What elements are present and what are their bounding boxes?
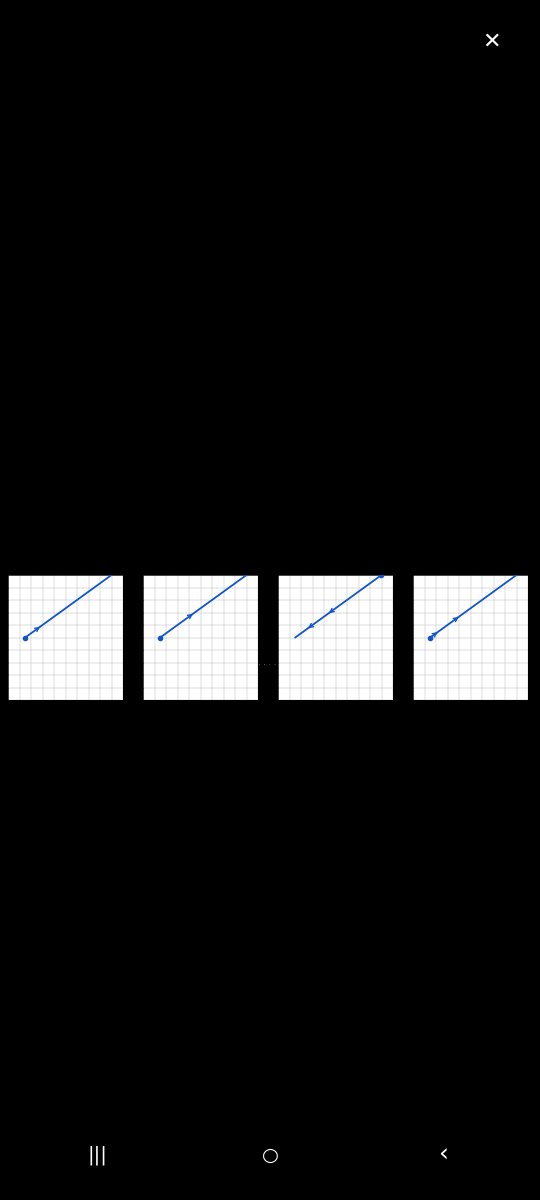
Text: |||: ||| xyxy=(87,1145,107,1165)
Text: x = 3eᵗ,  y = 4 + eᵗ;  t ≥ 0: x = 3eᵗ, y = 4 + eᵗ; t ≥ 0 xyxy=(20,680,148,690)
Text: B.: B. xyxy=(156,624,165,632)
Text: ○: ○ xyxy=(261,1146,279,1164)
Text: C.: C. xyxy=(291,624,300,632)
Text: x: x xyxy=(262,710,266,716)
Text: A.: A. xyxy=(21,624,30,632)
Text: x: x xyxy=(532,710,536,716)
Text: Graph the curve whose parametric equations are given and show its orientation. F: Graph the curve whose parametric equatio… xyxy=(5,704,505,714)
Text: y: y xyxy=(261,563,266,569)
Text: y: y xyxy=(396,563,401,569)
Text: D.: D. xyxy=(426,624,436,632)
Text: ✕: ✕ xyxy=(482,32,501,52)
Text: . . . . .: . . . . . xyxy=(258,658,282,667)
Text: ‹: ‹ xyxy=(438,1142,448,1166)
Text: x: x xyxy=(397,710,401,716)
Text: x: x xyxy=(127,710,131,716)
Text: y: y xyxy=(126,563,131,569)
Text: Choose the correct graph below.: Choose the correct graph below. xyxy=(5,650,152,659)
